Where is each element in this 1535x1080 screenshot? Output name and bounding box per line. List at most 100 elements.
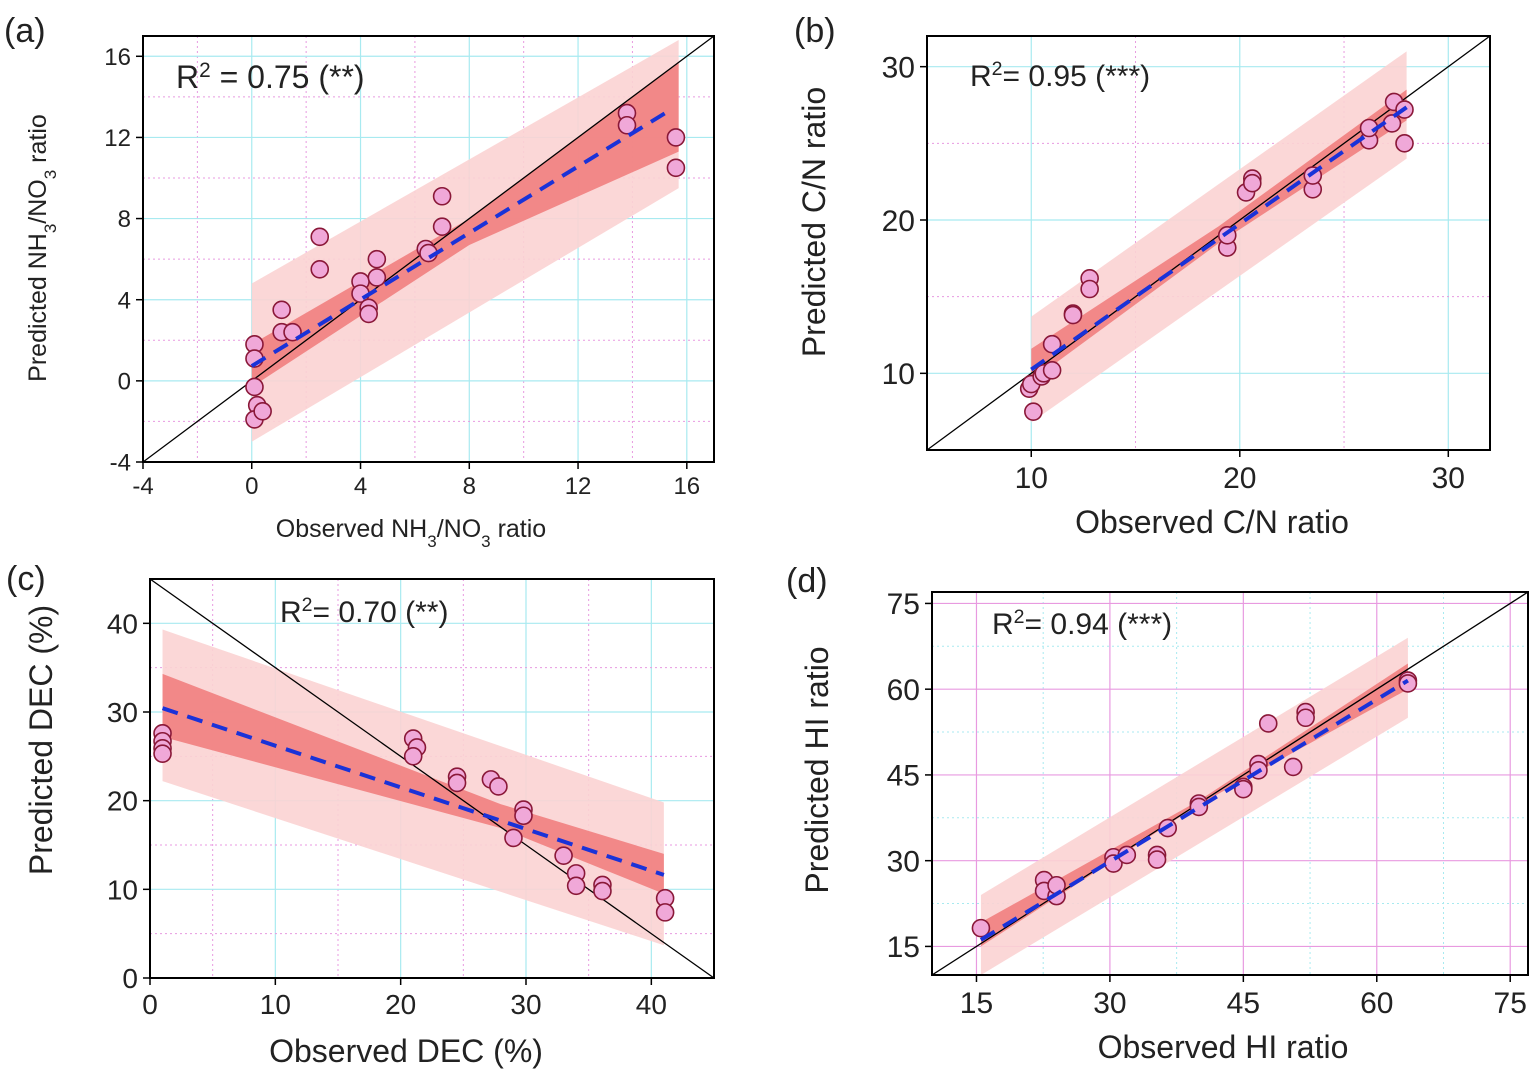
panel-d: 15 30 45 60 75 15 30 45 60 75 Observed HI ratio Pre… xyxy=(786,562,1529,1065)
x-tick-label: 20 xyxy=(1223,462,1256,495)
y-tick-label: 30 xyxy=(882,51,915,84)
data-point xyxy=(310,227,330,247)
y-axis-label: Predicted C/N ratio xyxy=(796,87,832,357)
plot-frame xyxy=(931,591,1529,976)
plot-area xyxy=(143,36,714,462)
panel-tag: (d) xyxy=(786,562,828,600)
y-tick-label: 0 xyxy=(118,368,131,395)
y-axis-label: Predicted DEC (%) xyxy=(23,605,59,875)
y-tick-label: 20 xyxy=(107,786,138,817)
plot-frame xyxy=(149,578,715,979)
data-point xyxy=(1024,402,1043,421)
x-tick-label: 75 xyxy=(1494,987,1527,1020)
data-point xyxy=(1283,757,1303,777)
identity-line xyxy=(932,592,1528,975)
data-point xyxy=(514,806,533,826)
data-point xyxy=(1242,173,1262,193)
r-squared-annotation: R2 = 0.75 (**) xyxy=(176,59,365,96)
data-point xyxy=(153,744,172,763)
x-tick-label: 12 xyxy=(565,473,592,500)
x-tick-label: 30 xyxy=(1432,462,1465,495)
panel-a: -4 0 4 8 12 16 -4 0 4 8 12 16 Observed NH3/NO3 ratio… xyxy=(4,12,715,551)
data-point xyxy=(1063,305,1083,325)
data-point xyxy=(666,158,686,178)
x-tick-label: 60 xyxy=(1360,987,1393,1020)
regression-line xyxy=(979,678,1409,942)
data-point xyxy=(617,115,637,135)
data-point xyxy=(566,876,586,896)
x-tick-label: 30 xyxy=(1093,987,1126,1020)
y-tick-label: 12 xyxy=(104,125,131,152)
x-tick-label: 45 xyxy=(1227,987,1260,1020)
panel-tag: (b) xyxy=(794,12,836,50)
plot-area xyxy=(150,579,714,978)
data-point xyxy=(1398,674,1418,693)
x-tick-label: 4 xyxy=(354,473,367,500)
x-tick-label: 40 xyxy=(636,989,667,1020)
data-point xyxy=(971,918,991,938)
regression-line xyxy=(250,111,667,368)
data-point xyxy=(1258,714,1278,733)
y-tick-label: 30 xyxy=(887,845,920,878)
y-tick-label: 10 xyxy=(882,358,915,391)
x-tick-label: 15 xyxy=(960,987,993,1020)
y-tick-label: 60 xyxy=(887,674,920,707)
y-axis-label: Predicted HI ratio xyxy=(799,646,835,893)
plot-frame xyxy=(142,35,715,463)
x-tick-label: 10 xyxy=(1015,462,1048,495)
x-tick-label: 0 xyxy=(142,989,158,1020)
confidence-band xyxy=(251,62,679,387)
y-tick-label: 75 xyxy=(887,588,920,621)
y-tick-label: -4 xyxy=(110,450,131,477)
data-point xyxy=(1147,850,1167,869)
data-point xyxy=(666,128,686,147)
y-tick-label: 4 xyxy=(118,287,131,314)
y-tick-label: 40 xyxy=(107,608,138,639)
data-point xyxy=(489,777,508,796)
x-axis-label: Observed C/N ratio xyxy=(1075,504,1349,540)
data-point xyxy=(272,300,291,320)
data-point xyxy=(1047,875,1066,895)
y-tick-label: 30 xyxy=(107,697,138,728)
y-tick-label: 10 xyxy=(107,874,138,905)
data-point xyxy=(1042,360,1062,380)
y-tick-label: 8 xyxy=(118,206,131,233)
plot-area xyxy=(927,36,1490,450)
identity-line xyxy=(927,36,1490,450)
data-point xyxy=(1080,279,1099,299)
x-tick-label: 10 xyxy=(260,989,291,1020)
data-point xyxy=(504,828,523,848)
data-point xyxy=(1296,708,1315,728)
data-point xyxy=(359,304,378,324)
data-point xyxy=(432,186,452,206)
y-tick-label: 0 xyxy=(122,963,138,994)
data-point xyxy=(655,903,675,922)
x-axis-label: Observed NH3/NO3 ratio xyxy=(276,515,546,551)
r-squared-annotation: R2= 0.94 (***) xyxy=(992,606,1172,641)
data-point xyxy=(432,217,452,236)
data-point xyxy=(245,377,264,397)
plot-area xyxy=(932,592,1528,975)
x-tick-label: 8 xyxy=(463,473,476,500)
panel-tag: (a) xyxy=(4,12,46,50)
panel-b: 10 20 30 10 20 30 Observed C/N ratio Predicted … xyxy=(794,12,1491,540)
confidence-band xyxy=(162,673,664,894)
data-point xyxy=(1395,134,1414,153)
y-tick-label: 20 xyxy=(882,205,915,238)
reference-line xyxy=(150,579,714,978)
panel-tag: (c) xyxy=(6,560,46,598)
x-axis-label: Observed DEC (%) xyxy=(269,1033,543,1069)
data-point xyxy=(310,259,330,279)
r-squared-annotation: R2= 0.95 (***) xyxy=(970,58,1150,93)
panel-c: 0 10 20 30 40 0 10 20 30 40 Observed DEC (%) Predic… xyxy=(6,560,715,1069)
y-tick-label: 15 xyxy=(887,931,920,964)
x-axis-label: Observed HI ratio xyxy=(1098,1029,1349,1065)
r-squared-annotation: R2= 0.70 (**) xyxy=(280,594,448,629)
data-point xyxy=(554,846,573,865)
data-point xyxy=(447,773,467,793)
x-tick-label: 0 xyxy=(245,473,258,500)
x-tick-label: 16 xyxy=(673,473,700,500)
data-point xyxy=(367,249,387,269)
